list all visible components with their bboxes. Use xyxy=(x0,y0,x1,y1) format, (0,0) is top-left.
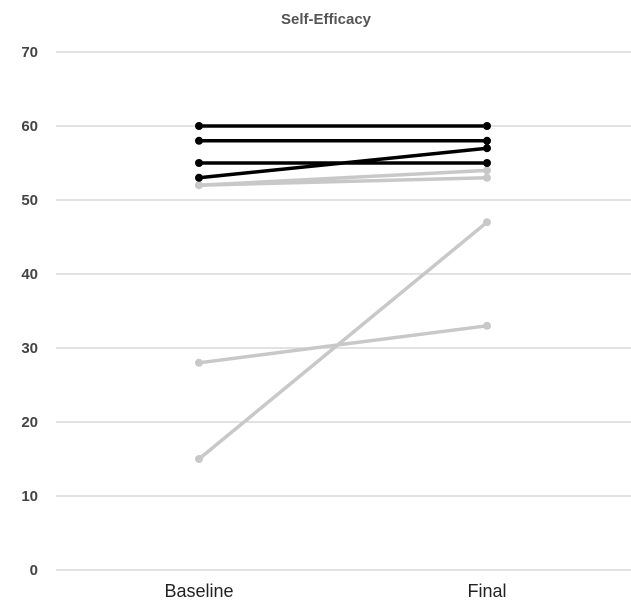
series-4 xyxy=(195,218,491,463)
data-point xyxy=(195,136,203,145)
y-tick-label: 30 xyxy=(21,340,38,357)
series-6 xyxy=(195,136,491,145)
series-5 xyxy=(195,122,491,130)
series-line xyxy=(197,324,489,365)
y-tick-label: 70 xyxy=(21,44,38,61)
data-point xyxy=(195,181,203,190)
y-tick-label: 10 xyxy=(21,488,38,505)
data-point xyxy=(195,122,203,130)
x-tick-label: Baseline xyxy=(164,581,233,601)
x-axis: Baseline Final xyxy=(164,581,506,601)
data-point xyxy=(483,218,491,227)
x-tick-label: Final xyxy=(467,581,506,601)
series-layer xyxy=(195,122,491,463)
data-point xyxy=(195,159,203,167)
data-point xyxy=(483,136,491,145)
data-point xyxy=(483,122,491,130)
y-tick-label: 0 xyxy=(30,562,38,579)
data-point xyxy=(483,173,491,182)
data-point xyxy=(195,358,203,367)
chart-title: Self-Efficacy xyxy=(281,11,372,28)
data-point xyxy=(483,144,491,153)
y-tick-label: 40 xyxy=(21,266,38,283)
data-point xyxy=(483,159,491,167)
data-point xyxy=(483,166,491,175)
series-8 xyxy=(195,144,491,182)
series-line xyxy=(197,146,489,180)
y-tick-label: 20 xyxy=(21,414,38,431)
y-tick-label: 50 xyxy=(21,192,38,209)
series-line xyxy=(197,220,489,461)
series-3 xyxy=(195,321,491,367)
y-axis: 0 10 20 30 40 50 60 70 xyxy=(21,44,38,579)
data-point xyxy=(195,173,203,182)
data-point xyxy=(483,321,491,330)
data-point xyxy=(195,455,203,463)
series-2 xyxy=(195,173,491,190)
grid-layer xyxy=(56,51,631,571)
y-tick-label: 60 xyxy=(21,118,38,135)
series-line xyxy=(197,176,489,187)
